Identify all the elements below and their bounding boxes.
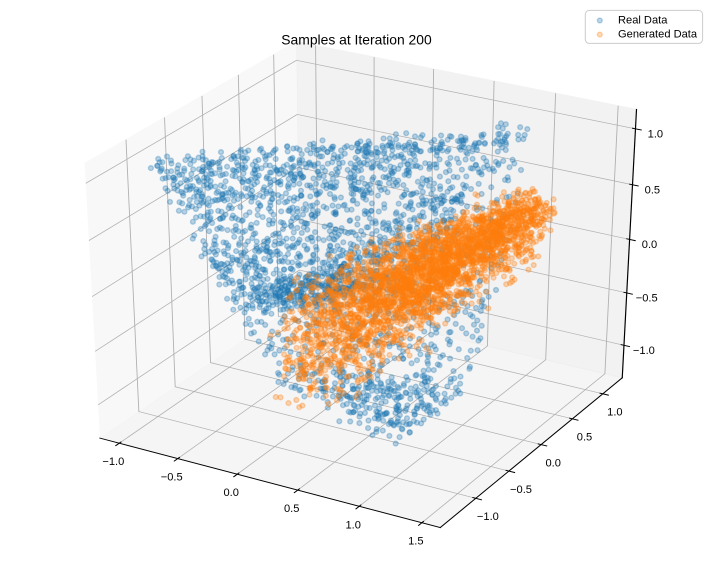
svg-text:Samples at Iteration 200: Samples at Iteration 200: [281, 31, 432, 47]
svg-text:0.0: 0.0: [642, 239, 657, 251]
svg-text:Generated Data: Generated Data: [618, 29, 698, 41]
svg-text:−1.0: −1.0: [633, 345, 655, 357]
svg-text:0.0: 0.0: [223, 487, 238, 499]
svg-text:−0.5: −0.5: [161, 472, 183, 484]
svg-text:−1.0: −1.0: [102, 456, 124, 468]
svg-text:−0.5: −0.5: [636, 293, 658, 305]
svg-text:0.5: 0.5: [645, 184, 660, 196]
svg-text:1.0: 1.0: [607, 407, 622, 419]
svg-text:−1.0: −1.0: [477, 511, 499, 523]
svg-text:Real Data: Real Data: [618, 15, 668, 27]
svg-text:0.0: 0.0: [545, 457, 560, 469]
svg-text:−0.5: −0.5: [510, 484, 532, 496]
svg-text:1.0: 1.0: [648, 128, 663, 140]
svg-text:1.5: 1.5: [408, 536, 423, 548]
svg-text:0.5: 0.5: [284, 503, 299, 515]
svg-text:1.0: 1.0: [345, 519, 360, 531]
svg-text:0.5: 0.5: [577, 432, 592, 444]
